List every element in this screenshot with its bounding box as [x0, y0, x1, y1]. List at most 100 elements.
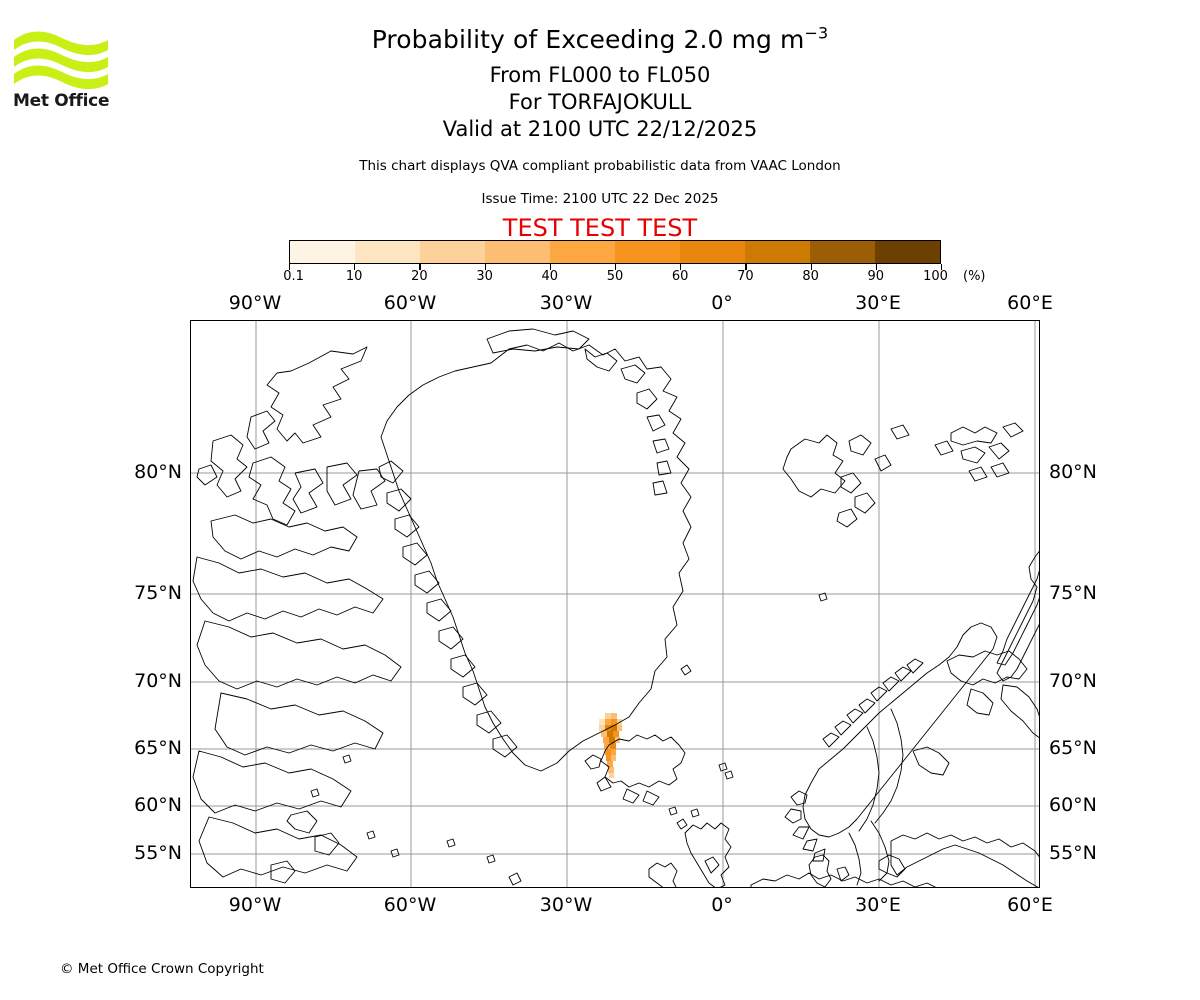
colorbar-tick-1 — [354, 264, 356, 270]
colorbar-tick-3 — [484, 264, 486, 270]
lon-label-bottom-4: 30°E — [855, 894, 901, 916]
logo-waves — [14, 31, 108, 90]
colorbar-band-8 — [810, 241, 875, 263]
colorbar-band-0 — [290, 241, 355, 263]
colorbar-band-6 — [680, 241, 745, 263]
ash-cell-16 — [604, 743, 610, 749]
colorbar-tick-0 — [289, 264, 291, 270]
test-banner: TEST TEST TEST — [502, 214, 698, 242]
map-svg — [191, 321, 1039, 887]
lon-label-top-1: 60°W — [383, 292, 437, 314]
met-office-logo: Met Office — [12, 26, 112, 111]
ash-cell-9 — [617, 725, 622, 731]
colorbar-label-0: 0.1 — [283, 269, 304, 284]
ash-cell-11 — [607, 731, 613, 737]
colorbar-label-5: 50 — [606, 269, 624, 284]
ash-probability-map[interactable] — [190, 320, 1040, 888]
ash-cell-2 — [599, 719, 605, 725]
lon-label-bottom-1: 60°W — [383, 894, 437, 916]
colorbar-ticks — [289, 264, 943, 272]
colorbar-label-1: 10 — [345, 269, 363, 284]
flight-level-label: From FL000 to FL050 — [489, 63, 711, 87]
page-title-exponent: −3 — [804, 23, 829, 43]
ash-cell-17 — [610, 743, 616, 749]
lon-label-top-5: 60°E — [1007, 292, 1053, 314]
lat-label-right-2: 70°N — [1049, 670, 1097, 692]
colorbar-band-4 — [550, 241, 615, 263]
probability-colorbar: 0.1 10 20 30 40 50 60 70 80 90 100 — [283, 240, 948, 284]
page-title-text: Probability of Exceeding 2.0 mg m — [371, 25, 805, 54]
ash-cell-10 — [601, 731, 607, 737]
lat-label-left-0: 80°N — [134, 461, 182, 483]
lat-label-left-3: 65°N — [134, 737, 182, 759]
lat-label-left-1: 75°N — [134, 582, 182, 604]
ash-cell-4 — [611, 719, 617, 725]
disclaimer-text: This chart displays QVA compliant probab… — [359, 158, 841, 174]
colorbar-label-10: 100 — [923, 269, 948, 284]
logo-wordmark: Met Office — [13, 91, 109, 111]
ash-cell-12 — [613, 731, 619, 737]
colorbar-label-9: 90 — [867, 269, 885, 284]
colorbar-label-7: 70 — [737, 269, 754, 284]
colorbar-tick-7 — [745, 264, 747, 270]
lon-label-bottom-5: 60°E — [1007, 894, 1053, 916]
ash-cell-21 — [611, 755, 616, 761]
colorbar-band-5 — [615, 241, 680, 263]
ash-cell-22 — [607, 761, 613, 767]
lon-label-bottom-2: 30°W — [539, 894, 593, 916]
lat-label-right-5: 55°N — [1049, 842, 1097, 864]
lat-label-right-0: 80°N — [1049, 461, 1097, 483]
colorbar-band-2 — [420, 241, 485, 263]
lon-label-bottom-0: 90°W — [228, 894, 282, 916]
lon-label-top-3: 0° — [711, 292, 733, 314]
colorbar-label-4: 40 — [541, 269, 559, 284]
graticule-gridlines — [191, 321, 1039, 887]
issue-time-label: Issue Time: 2100 UTC 22 Dec 2025 — [481, 191, 719, 207]
colorbar-bands — [289, 240, 941, 264]
ash-cell-24 — [609, 773, 614, 778]
colorbar-tick-4 — [549, 264, 552, 270]
ash-cell-20 — [606, 755, 612, 761]
colorbar-label-2: 20 — [411, 269, 428, 284]
volcano-label: For TORFAJOKULL — [508, 90, 692, 114]
lat-label-right-4: 60°N — [1049, 794, 1097, 816]
lon-label-bottom-3: 0° — [711, 894, 733, 916]
copyright-notice: © Met Office Crown Copyright — [60, 961, 264, 977]
colorbar-band-9 — [875, 241, 940, 263]
lat-label-left-2: 70°N — [134, 670, 182, 692]
lon-label-top-2: 30°W — [539, 292, 593, 314]
ash-cell-8 — [611, 725, 617, 731]
colorbar-band-1 — [355, 241, 420, 263]
colorbar-tick-9 — [875, 264, 878, 270]
ash-cell-1 — [611, 713, 617, 719]
lat-label-left-5: 55°N — [134, 842, 182, 864]
colorbar-tick-5 — [615, 264, 617, 270]
page-title: Probability of Exceeding 2.0 mg m−3 — [0, 25, 1200, 55]
ash-cell-19 — [611, 749, 616, 755]
ash-cell-23 — [608, 767, 614, 773]
lat-label-right-1: 75°N — [1049, 582, 1097, 604]
colorbar-label-8: 80 — [802, 269, 819, 284]
lat-label-right-3: 65°N — [1049, 737, 1097, 759]
colorbar-unit-label: (%) — [963, 269, 986, 284]
ash-cell-18 — [605, 749, 611, 755]
colorbar-band-7 — [745, 241, 810, 263]
colorbar-tick-6 — [680, 264, 682, 270]
colorbar-label-3: 30 — [476, 269, 493, 284]
ash-cell-3 — [605, 719, 611, 725]
colorbar-band-3 — [485, 241, 550, 263]
colorbar-tick-2 — [419, 264, 421, 270]
lat-label-left-4: 60°N — [134, 794, 182, 816]
ash-cell-13 — [603, 737, 609, 743]
ash-cell-0 — [605, 713, 611, 719]
colorbar-tick-labels: 0.1 10 20 30 40 50 60 70 80 90 100 — [283, 269, 948, 285]
lon-label-top-0: 90°W — [228, 292, 282, 314]
ash-cell-6 — [599, 725, 605, 731]
colorbar-label-6: 60 — [671, 269, 689, 284]
coastlines — [192, 328, 1039, 887]
logo-svg: Met Office — [13, 31, 109, 111]
ash-cell-14 — [609, 737, 615, 743]
colorbar-tick-10 — [941, 264, 943, 270]
valid-time-label: Valid at 2100 UTC 22/12/2025 — [442, 117, 758, 141]
colorbar-tick-8 — [810, 264, 812, 270]
